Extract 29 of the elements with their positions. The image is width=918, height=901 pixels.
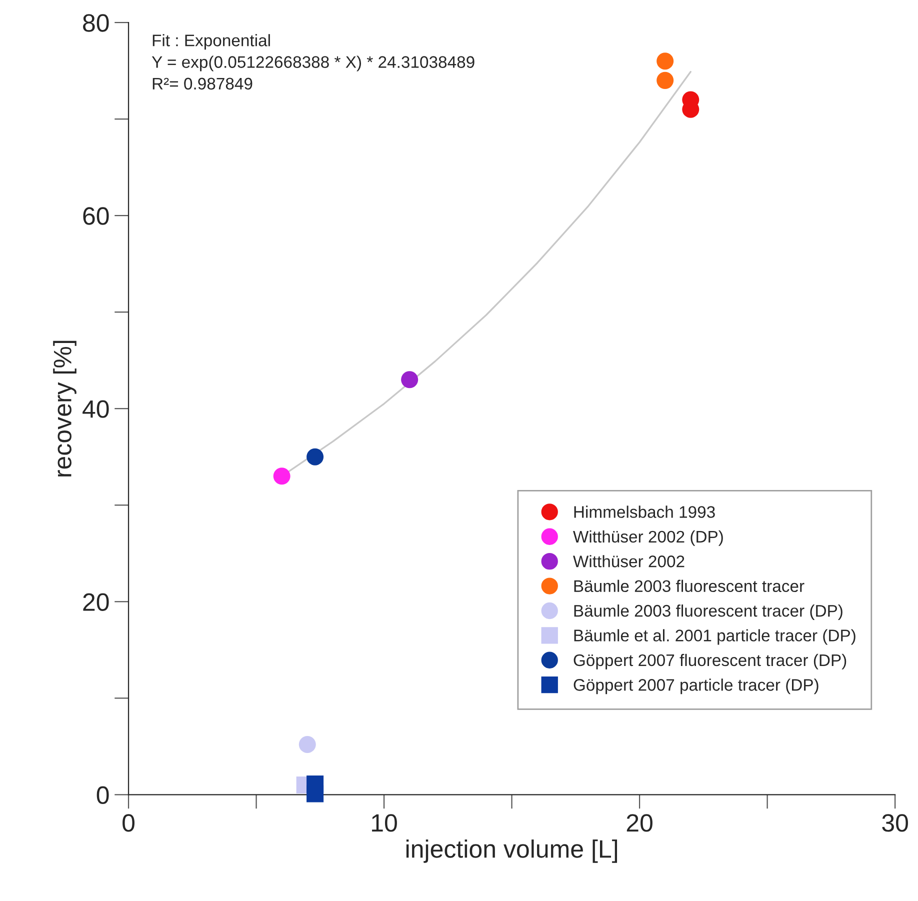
legend-label: Bäumle 2003 fluorescent tracer (574, 580, 804, 592)
point (656, 52, 674, 70)
point (306, 785, 324, 802)
y-tick-label: 20 (83, 593, 109, 611)
y-tick-label: 80 (83, 14, 109, 32)
annotation: Fit : Exponential (152, 34, 270, 50)
legend-label: Witthüser 2002 (DP) (573, 530, 723, 546)
x-tick-label: 0 (122, 814, 134, 832)
point (401, 371, 418, 388)
x-tick-label: 20 (626, 814, 652, 832)
legend-label: Himmelsbach 1993 (574, 506, 715, 518)
y-axis-title: recovery [%] (53, 340, 76, 476)
point (298, 736, 316, 753)
y-tick-label: 60 (83, 207, 109, 225)
y-tick-label: 40 (82, 400, 109, 418)
point (306, 448, 324, 466)
legend-label: Witthüser 2002 (573, 555, 684, 568)
legend-label: Göppert 2007 particle tracer (DP) (574, 678, 818, 694)
legend-label: Bäumle et al. 2001 particle tracer (DP) (574, 629, 856, 645)
x-tick-label: 10 (372, 814, 397, 832)
annotation: Y = exp(0.05122668388 * X) * 24.31038489 (152, 56, 474, 72)
point (656, 72, 674, 89)
point (273, 468, 290, 485)
x-axis-title: injection volume [L] (406, 840, 618, 863)
x-tick-label: 30 (882, 814, 908, 832)
legend-label: Bäumle 2003 fluorescent tracer (DP) (574, 604, 842, 620)
legend-label: Göppert 2007 fluorescent tracer (DP) (574, 654, 846, 670)
annotation: R²= 0.987849 (152, 78, 252, 90)
y-tick-label: 0 (96, 786, 109, 804)
